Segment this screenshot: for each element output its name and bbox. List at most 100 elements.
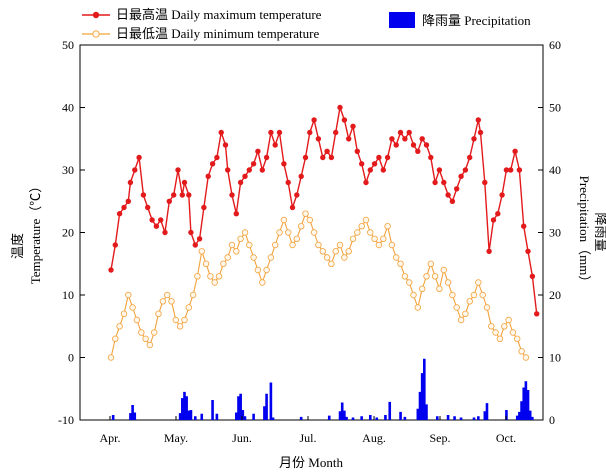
precip-bar	[181, 398, 184, 420]
data-point	[388, 241, 396, 249]
precip-bar	[271, 417, 275, 420]
data-point	[121, 204, 127, 211]
data-point	[508, 167, 514, 173]
data-point	[397, 260, 404, 267]
data-point	[354, 229, 361, 236]
data-point	[436, 167, 443, 173]
data-point	[228, 241, 236, 249]
data-point	[358, 222, 365, 230]
data-point	[393, 142, 399, 148]
data-point	[328, 260, 335, 267]
precip-bar	[420, 373, 424, 420]
data-point	[138, 329, 145, 336]
right-y-tick-label: 0	[549, 413, 555, 427]
left-y-title-cn: 温度	[10, 233, 25, 259]
data-point	[441, 179, 447, 186]
precip-bar	[193, 416, 197, 420]
data-point	[142, 335, 149, 342]
data-point	[488, 323, 495, 330]
data-point	[454, 186, 460, 192]
data-point	[246, 167, 252, 173]
data-point	[423, 142, 430, 148]
data-point	[194, 273, 201, 280]
precip-bar	[515, 415, 519, 420]
data-point	[289, 204, 296, 211]
data-point	[127, 179, 134, 186]
data-point	[298, 173, 304, 179]
data-point	[457, 316, 465, 324]
precip-bar	[239, 393, 242, 420]
precip-bar	[187, 410, 191, 420]
legend-min-label: 日最低温 Daily minimum temperature	[116, 26, 319, 41]
data-point	[125, 198, 131, 204]
right-y-tick-label: 30	[549, 226, 561, 240]
precip-bar	[388, 401, 392, 420]
precip-bar	[299, 416, 303, 420]
data-point	[380, 167, 386, 173]
data-point	[375, 241, 383, 249]
data-point	[293, 235, 300, 242]
data-point	[534, 311, 540, 317]
data-point	[294, 192, 300, 198]
data-point	[150, 329, 158, 336]
data-point	[503, 167, 510, 173]
data-point	[483, 304, 491, 311]
precip-bar	[423, 358, 426, 420]
data-point	[233, 211, 239, 217]
data-point	[359, 161, 365, 167]
data-point	[289, 241, 296, 249]
data-point	[345, 248, 352, 255]
right-y-title-en: Precipitation（mm）	[577, 176, 592, 289]
precip-bar	[368, 415, 372, 420]
x-tick-label: Sep.	[430, 431, 451, 445]
data-point	[479, 291, 486, 299]
data-point	[466, 298, 473, 305]
right-y-axis: 0 10 20 30 40 50 60	[538, 38, 561, 427]
data-point	[475, 279, 482, 286]
data-point	[179, 192, 185, 198]
data-point	[362, 216, 370, 224]
data-point	[285, 229, 292, 236]
data-point	[255, 148, 261, 154]
data-point	[428, 154, 434, 161]
precip-bar	[340, 402, 344, 420]
precip-bar	[129, 413, 132, 420]
data-point	[393, 254, 400, 261]
left-y-title-en: Temperature（℃）	[28, 180, 43, 285]
data-point	[302, 210, 309, 217]
data-point	[436, 285, 443, 292]
precip-bar	[518, 411, 521, 420]
data-point	[185, 304, 192, 311]
data-point	[146, 341, 154, 349]
x-tick-label: Jul.	[299, 431, 316, 445]
data-point	[350, 123, 356, 129]
data-point	[475, 117, 481, 123]
x-axis: Apr. May. Jun. Jul. Aug. Sep. Oct.	[100, 416, 516, 445]
data-point	[237, 179, 244, 186]
data-point	[319, 248, 326, 255]
data-point	[471, 136, 477, 142]
precip-bar	[453, 416, 456, 420]
data-point	[107, 354, 115, 361]
data-point	[306, 216, 313, 224]
data-point	[155, 310, 162, 317]
data-point	[401, 273, 409, 280]
data-point	[529, 273, 536, 279]
data-point	[222, 142, 229, 148]
right-y-tick-label: 50	[549, 101, 561, 115]
data-point	[501, 323, 508, 330]
right-y-tick-label: 20	[549, 288, 561, 302]
precip-bar	[241, 410, 245, 420]
legend-max-label: 日最高温 Daily maximum temperature	[116, 7, 322, 22]
data-point	[166, 198, 172, 204]
left-y-tick-label: 10	[62, 288, 74, 302]
data-point	[419, 136, 425, 142]
data-point	[133, 316, 141, 324]
precip-bar	[360, 416, 363, 420]
precip-bar	[403, 416, 407, 420]
x-tick-label: Jun.	[232, 431, 252, 445]
data-point	[198, 248, 205, 255]
data-point	[237, 235, 244, 242]
data-point	[512, 148, 518, 154]
